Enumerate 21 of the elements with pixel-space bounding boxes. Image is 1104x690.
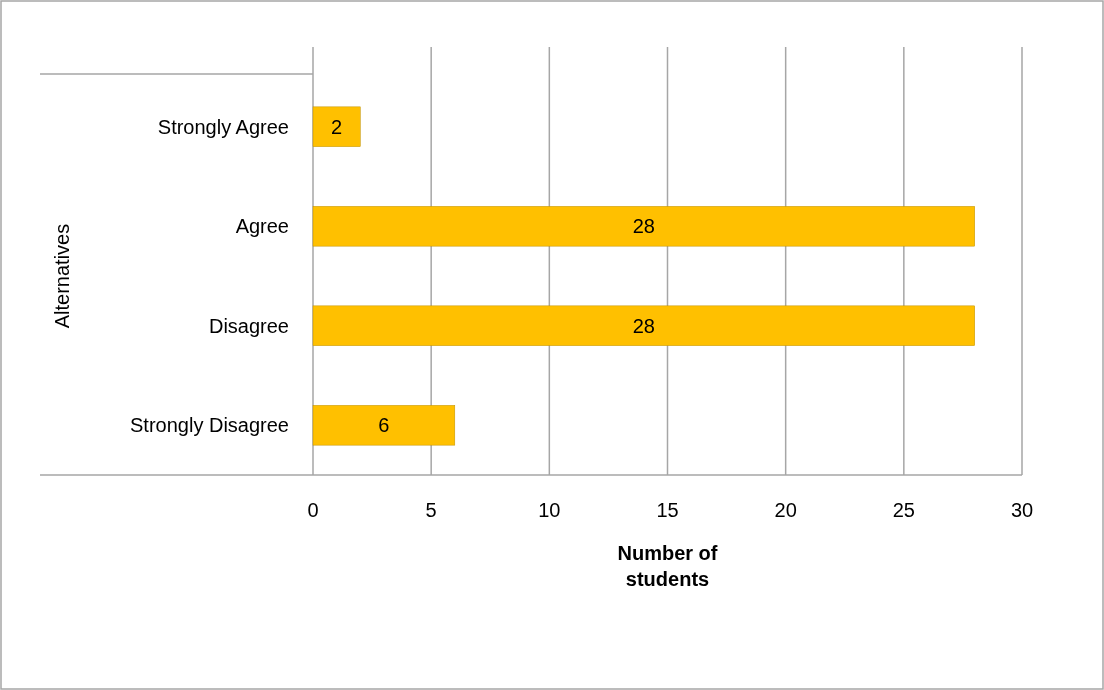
x-tick-label: 5 [425, 499, 437, 521]
bar [312, 405, 456, 446]
x-axis-title: Number of students [617, 542, 718, 590]
bar [312, 206, 975, 247]
data-label: 6 [378, 414, 390, 437]
x-tick-label: 0 [307, 499, 319, 521]
data-label: 28 [632, 215, 655, 238]
x-tick-label: 25 [892, 499, 915, 521]
y-tick-label: Strongly Disagree [130, 414, 289, 437]
x-tick-label: 10 [538, 499, 561, 521]
x-tick-label: 20 [774, 499, 797, 521]
x-tick-label: 15 [656, 499, 679, 521]
bar [312, 305, 975, 346]
data-label: 2 [331, 115, 343, 138]
data-label: 28 [632, 314, 655, 337]
y-tick-label: Disagree [208, 314, 289, 337]
y-tick-label: Agree [235, 215, 289, 238]
y-axis-title: Alternatives [51, 223, 73, 329]
bar [312, 106, 361, 147]
y-tick-label: Strongly Agree [157, 115, 289, 138]
x-tick-label: 30 [1010, 499, 1034, 521]
